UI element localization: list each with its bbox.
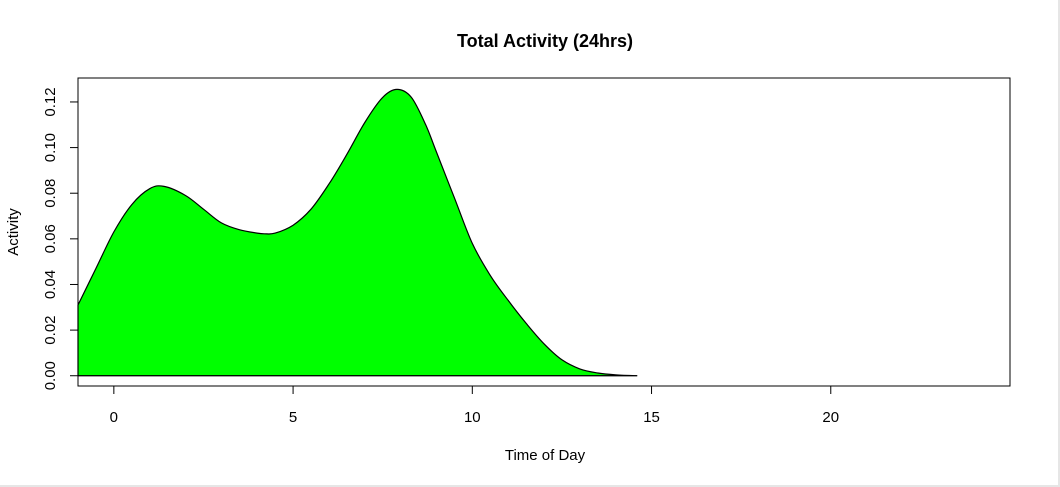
y-tick-label: 0.02 [42,315,59,344]
plot-area [77,77,1011,387]
y-axis: 0.00 0.02 0.04 0.06 0.08 0.10 0.12 [42,87,79,390]
x-axis-label: Time of Day [505,447,586,464]
y-tick-label: 0.00 [42,361,59,390]
x-tick-label: 15 [643,409,660,426]
x-tick-label: 10 [464,409,481,426]
x-tick-label: 0 [110,409,118,426]
y-tick-label: 0.04 [42,270,59,299]
activity-density-area [77,88,638,377]
x-tick-label: 20 [822,409,839,426]
y-tick-label: 0.06 [42,224,59,253]
window-edge-right [1058,0,1060,487]
chart-title: Total Activity (24hrs) [457,31,633,51]
y-tick-label: 0.10 [42,133,59,162]
window-edge-bottom [0,485,1060,487]
y-tick-label: 0.12 [42,87,59,116]
x-axis: 0 5 10 15 20 [110,385,839,426]
x-tick-label: 5 [289,409,297,426]
y-tick-label: 0.08 [42,179,59,208]
y-axis-label: Activity [5,208,22,256]
